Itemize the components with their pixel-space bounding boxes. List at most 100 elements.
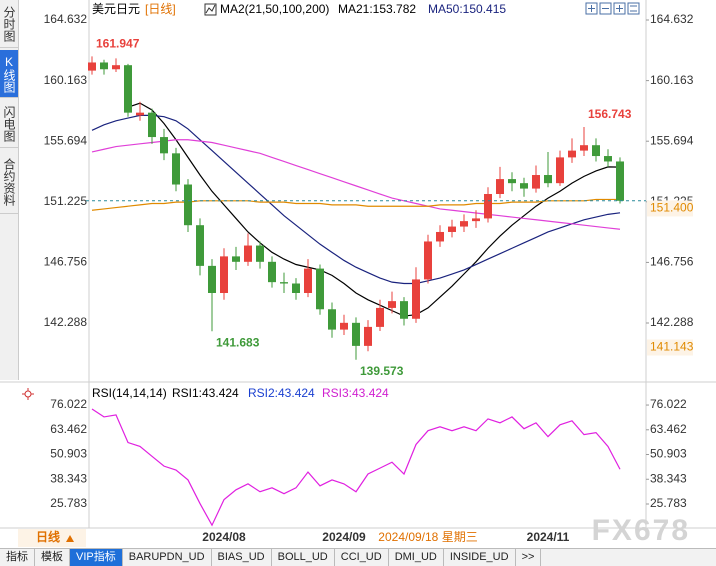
candle-body xyxy=(472,218,480,222)
y-tick-label-right: 25.783 xyxy=(650,496,687,510)
candle-body xyxy=(520,183,528,189)
sidebar-tab[interactable]: 闪电图 xyxy=(0,100,18,148)
candle-body xyxy=(184,184,192,226)
candle-body xyxy=(424,241,432,280)
candle-body xyxy=(604,156,612,162)
candle-body xyxy=(232,256,240,262)
candle-body xyxy=(208,265,216,293)
sidebar: 分时图 K线图闪电图合约资料 xyxy=(0,0,19,380)
candle-body xyxy=(112,65,120,70)
candle-body xyxy=(292,283,300,293)
y-tick-label-right: 146.756 xyxy=(650,255,694,269)
bottom-tab[interactable]: CCI_UD xyxy=(335,549,389,566)
header-item: MA50:150.415 xyxy=(428,2,506,16)
candle-body xyxy=(616,161,624,201)
y-tick-label-left: 155.694 xyxy=(44,133,88,147)
candle-body xyxy=(100,62,108,70)
cursor-label: 2024/09/18 星期三 xyxy=(378,530,477,544)
header-item: RSI2:43.424 xyxy=(248,386,315,400)
candle-body xyxy=(448,226,456,232)
extreme-label: 139.573 xyxy=(360,364,404,378)
price-box-label: 141.143 xyxy=(650,340,694,354)
candle-body xyxy=(508,179,516,184)
candle-body xyxy=(280,282,288,284)
bottom-tab[interactable]: DMI_UD xyxy=(389,549,444,566)
bottom-tab[interactable]: INSIDE_UD xyxy=(444,549,516,566)
candle-body xyxy=(268,261,276,283)
sidebar-tab[interactable]: 分时图 xyxy=(0,0,18,48)
candle-body xyxy=(316,268,324,310)
icon-glyph xyxy=(616,5,623,12)
price-box xyxy=(647,200,693,217)
header-item: MA21:153.782 xyxy=(338,2,416,16)
bottom-tab[interactable]: 模板 xyxy=(35,549,70,566)
icon-zoom-in[interactable] xyxy=(585,2,598,15)
candle-body xyxy=(304,268,312,293)
candle-body xyxy=(256,245,264,262)
toolbar-icons[interactable] xyxy=(585,2,640,15)
period-arrow[interactable] xyxy=(66,535,74,542)
y-tick-label-right: 50.903 xyxy=(650,447,687,461)
y-tick-label-left: 76.022 xyxy=(50,397,87,411)
period-tab[interactable]: 日线 xyxy=(36,529,60,544)
icon-fullscreen[interactable] xyxy=(627,2,640,15)
price-box xyxy=(647,339,693,356)
bottom-tab[interactable]: BARUPDN_UD xyxy=(123,549,212,566)
candle-body xyxy=(436,231,444,242)
icon-glyph xyxy=(630,5,637,12)
candle-body xyxy=(88,62,96,71)
y-tick-label-left: 142.288 xyxy=(44,315,88,329)
bottom-tab[interactable]: BOLL_UD xyxy=(272,549,335,566)
y-tick-label-left: 50.903 xyxy=(50,447,87,461)
rsi-icon[interactable] xyxy=(22,388,34,400)
header-item: RSI1:43.424 xyxy=(172,386,239,400)
ma-icon xyxy=(204,3,217,16)
y-tick-label-left: 160.163 xyxy=(44,73,88,87)
bottom-tab[interactable]: BIAS_UD xyxy=(212,549,272,566)
sidebar-tab[interactable]: 合约资料 xyxy=(0,150,18,214)
y-tick-label-left: 146.756 xyxy=(44,255,88,269)
period-tab-bg[interactable] xyxy=(18,529,86,547)
bottom-tabs: 指标 模板 VIP指标 BARUPDN_UD BIAS_UD BOLL_UD CCI_UD D… xyxy=(0,548,716,566)
icon-glyph xyxy=(588,5,595,12)
candle-body xyxy=(532,175,540,189)
candle-body xyxy=(136,112,144,116)
candle-body xyxy=(592,145,600,157)
candle-body xyxy=(352,322,360,346)
y-tick-label-right: 76.022 xyxy=(650,397,687,411)
candle-body xyxy=(376,307,384,327)
bottom-tab[interactable]: VIP指标 xyxy=(70,549,123,566)
candle-body xyxy=(580,145,588,151)
candle-body xyxy=(172,153,180,185)
y-tick-label-right: 63.462 xyxy=(650,422,687,436)
bottom-tab[interactable]: 指标 xyxy=(0,549,35,566)
ma-line xyxy=(91,114,621,285)
y-tick-label-right: 160.163 xyxy=(650,73,694,87)
ma-line xyxy=(127,102,621,317)
header-item: [日线] xyxy=(145,2,176,16)
candle-body xyxy=(328,309,336,330)
chart: 日线 FX678 164.632 164.632 160.163 160.163 155… xyxy=(0,0,716,548)
candle-body xyxy=(148,112,156,138)
header-item: 美元日元 xyxy=(92,2,140,16)
candle-body xyxy=(556,157,564,184)
candle-body xyxy=(460,221,468,227)
extreme-label: 156.743 xyxy=(588,107,632,121)
icon-zoom-out[interactable] xyxy=(599,2,612,15)
candle-body xyxy=(400,301,408,319)
ma-line xyxy=(91,198,620,211)
rsi-line xyxy=(91,408,621,527)
candle-body xyxy=(160,137,168,154)
y-tick-label-left: 164.632 xyxy=(44,12,88,26)
bottom-tab[interactable]: >> xyxy=(516,549,542,566)
ma-line xyxy=(91,139,621,230)
candle-body xyxy=(364,326,372,346)
y-tick-label-right: 155.694 xyxy=(650,133,694,147)
watermark: FX678 xyxy=(592,514,690,547)
y-tick-label-left: 25.783 xyxy=(50,496,87,510)
x-tick-label: 2024/08 xyxy=(202,530,246,544)
candle-body xyxy=(412,279,420,319)
icon-move[interactable] xyxy=(613,2,626,15)
sidebar-tab[interactable]: K线图 xyxy=(0,50,18,98)
